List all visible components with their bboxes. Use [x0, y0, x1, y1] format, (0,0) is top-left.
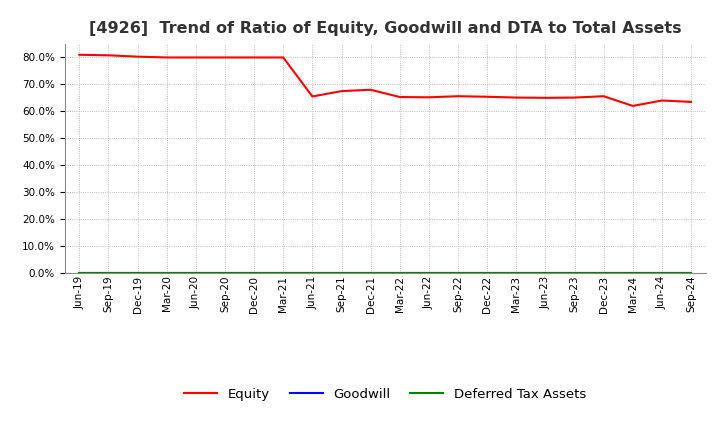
Goodwill [395, 270, 404, 275]
Equity [599, 94, 608, 99]
Equity [425, 95, 433, 100]
Goodwill [483, 270, 492, 275]
Goodwill [599, 270, 608, 275]
Deferred Tax Assets [657, 270, 666, 275]
Deferred Tax Assets [337, 270, 346, 275]
Equity [308, 94, 317, 99]
Goodwill [512, 270, 521, 275]
Deferred Tax Assets [308, 270, 317, 275]
Equity [192, 55, 200, 60]
Goodwill [541, 270, 550, 275]
Deferred Tax Assets [104, 270, 113, 275]
Goodwill [279, 270, 287, 275]
Goodwill [629, 270, 637, 275]
Deferred Tax Assets [279, 270, 287, 275]
Equity [337, 88, 346, 94]
Deferred Tax Assets [512, 270, 521, 275]
Goodwill [104, 270, 113, 275]
Goodwill [75, 270, 84, 275]
Equity [163, 55, 171, 60]
Goodwill [308, 270, 317, 275]
Equity [395, 95, 404, 100]
Deferred Tax Assets [454, 270, 462, 275]
Goodwill [220, 270, 229, 275]
Equity [657, 98, 666, 103]
Equity [512, 95, 521, 100]
Deferred Tax Assets [599, 270, 608, 275]
Title: [4926]  Trend of Ratio of Equity, Goodwill and DTA to Total Assets: [4926] Trend of Ratio of Equity, Goodwil… [89, 21, 682, 36]
Goodwill [163, 270, 171, 275]
Deferred Tax Assets [395, 270, 404, 275]
Goodwill [687, 270, 696, 275]
Deferred Tax Assets [629, 270, 637, 275]
Deferred Tax Assets [425, 270, 433, 275]
Deferred Tax Assets [366, 270, 375, 275]
Equity [483, 94, 492, 99]
Goodwill [570, 270, 579, 275]
Equity [75, 52, 84, 57]
Goodwill [192, 270, 200, 275]
Equity [629, 103, 637, 109]
Goodwill [425, 270, 433, 275]
Deferred Tax Assets [541, 270, 550, 275]
Equity [220, 55, 229, 60]
Equity [250, 55, 258, 60]
Goodwill [657, 270, 666, 275]
Goodwill [133, 270, 142, 275]
Goodwill [454, 270, 462, 275]
Deferred Tax Assets [570, 270, 579, 275]
Deferred Tax Assets [75, 270, 84, 275]
Line: Equity: Equity [79, 55, 691, 106]
Goodwill [366, 270, 375, 275]
Deferred Tax Assets [220, 270, 229, 275]
Goodwill [250, 270, 258, 275]
Equity [687, 99, 696, 105]
Goodwill [337, 270, 346, 275]
Equity [104, 53, 113, 58]
Equity [366, 87, 375, 92]
Equity [133, 54, 142, 59]
Legend: Equity, Goodwill, Deferred Tax Assets: Equity, Goodwill, Deferred Tax Assets [179, 382, 591, 406]
Deferred Tax Assets [192, 270, 200, 275]
Deferred Tax Assets [250, 270, 258, 275]
Deferred Tax Assets [687, 270, 696, 275]
Deferred Tax Assets [133, 270, 142, 275]
Equity [541, 95, 550, 100]
Deferred Tax Assets [483, 270, 492, 275]
Equity [570, 95, 579, 100]
Equity [454, 94, 462, 99]
Equity [279, 55, 287, 60]
Deferred Tax Assets [163, 270, 171, 275]
